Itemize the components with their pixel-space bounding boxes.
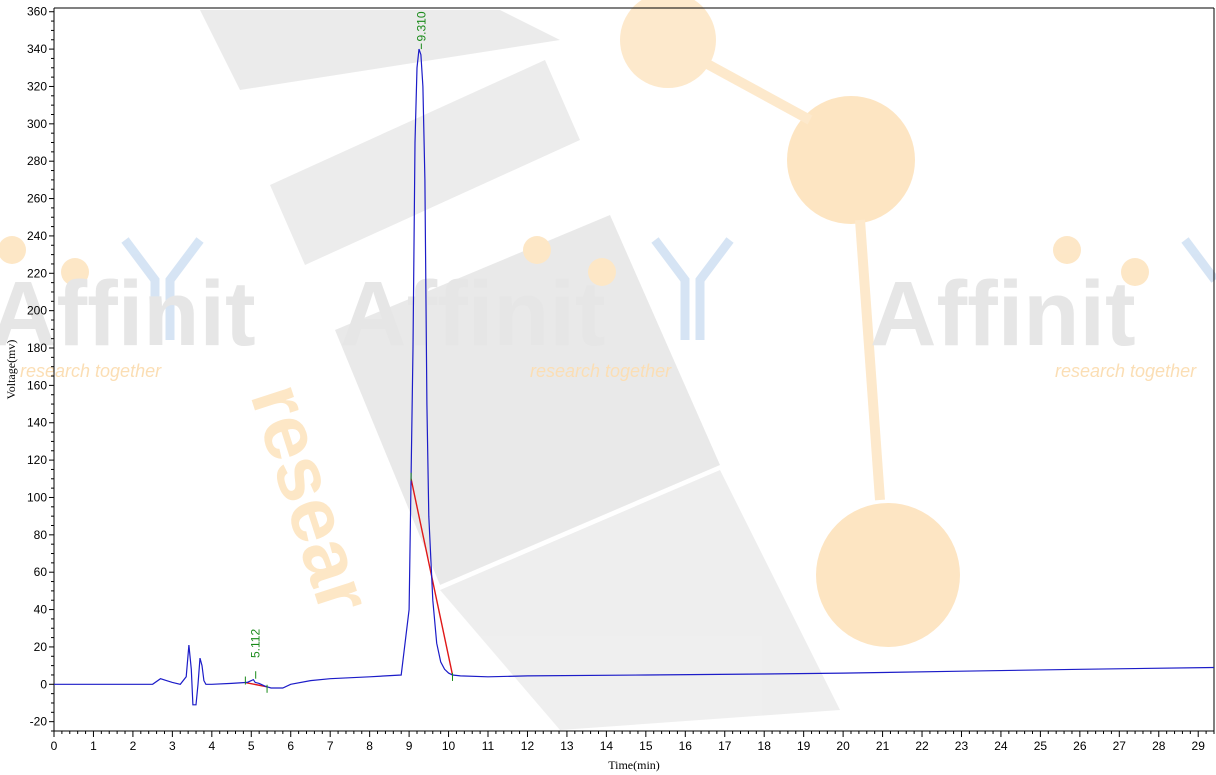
watermark-brand-2: Affinit xyxy=(340,263,606,365)
watermark-node-1 xyxy=(620,0,716,88)
x-axis-title: Time(min) xyxy=(608,758,660,772)
y-tick-label: 0 xyxy=(40,677,47,691)
y-axis-title: Voltage(mv) xyxy=(4,340,18,400)
x-tick-label: 14 xyxy=(600,739,614,753)
x-tick-label: 15 xyxy=(639,739,653,753)
y-tick-label: 300 xyxy=(27,117,47,131)
x-tick-label: 16 xyxy=(679,739,693,753)
plot-area: -200204060801001201401601802002202402602… xyxy=(4,5,1215,772)
x-tick-label: 23 xyxy=(955,739,969,753)
x-tick-label: 25 xyxy=(1034,739,1048,753)
x-tick-label: 17 xyxy=(718,739,732,753)
y-axis-ticks: -20 0 20 40 60 80 100 120 140 160 180 200 220 240 260 2… xyxy=(27,5,54,732)
watermark-brand-3: Affinit xyxy=(870,263,1136,365)
y-tick-label: 260 xyxy=(27,192,47,206)
y-tick-label: 320 xyxy=(27,79,47,93)
y-tick-label: 180 xyxy=(27,341,47,355)
watermark-antibody-glyphs xyxy=(121,237,1216,340)
watermark-diagonal-word: resear xyxy=(234,373,390,623)
watermark-tagline-3: research together xyxy=(1055,361,1197,381)
x-tick-label: 29 xyxy=(1192,739,1206,753)
x-tick-label: 28 xyxy=(1152,739,1166,753)
x-tick-label: 5 xyxy=(248,739,255,753)
y-tick-label: 100 xyxy=(27,490,47,504)
watermark-dot-2 xyxy=(61,258,89,286)
y-tick-label: 200 xyxy=(27,304,47,318)
x-tick-label: 0 xyxy=(51,739,58,753)
watermark-dot-6 xyxy=(1121,258,1149,286)
peak-markers: 5.112 9.310 xyxy=(244,11,454,693)
watermark-bond-2 xyxy=(855,219,885,501)
watermark-layer: Affinit Affinit Affinit research togethe… xyxy=(0,0,1216,730)
y-tick-label: 280 xyxy=(27,154,47,168)
watermark-dot-4 xyxy=(588,258,616,286)
x-tick-label: 8 xyxy=(366,739,373,753)
x-tick-label: 27 xyxy=(1113,739,1127,753)
watermark-brand-1: Affinit xyxy=(0,263,256,365)
y-tick-label: 140 xyxy=(27,416,47,430)
x-tick-label: 11 xyxy=(482,739,495,753)
y-tick-label: 120 xyxy=(27,453,47,467)
y-tick-label: 60 xyxy=(34,565,48,579)
x-tick-label: 18 xyxy=(758,739,772,753)
x-tick-label: 21 xyxy=(876,739,890,753)
x-tick-label: 1 xyxy=(90,739,97,753)
y-tick-label: 220 xyxy=(27,266,47,280)
y-tick-label: -20 xyxy=(30,715,48,729)
y-tick-label: 20 xyxy=(34,640,48,654)
watermark-node-3 xyxy=(816,503,960,647)
x-tick-label: 19 xyxy=(797,739,811,753)
x-tick-label: 4 xyxy=(208,739,215,753)
x-tick-label: 12 xyxy=(521,739,535,753)
watermark-slab-3 xyxy=(335,215,720,585)
y-tick-label: 340 xyxy=(27,42,47,56)
y-tick-label: 360 xyxy=(27,5,47,19)
peak-label: 5.112 xyxy=(249,629,263,658)
x-tick-label: 6 xyxy=(287,739,294,753)
watermark-tagline-1: research together xyxy=(20,361,162,381)
x-tick-label: 7 xyxy=(327,739,334,753)
x-axis-ticks: 0 1 2 3 4 5 6 7 8 9 10 11 12 13 14 15 16 17 18 19 20 21 22 23 24… xyxy=(51,731,1215,753)
x-tick-label: 26 xyxy=(1073,739,1087,753)
y-tick-label: 80 xyxy=(34,528,48,542)
watermark-slab-4 xyxy=(440,470,840,730)
watermark-bond-1 xyxy=(697,55,813,125)
chromatogram-trace xyxy=(54,48,1215,706)
watermark-tagline-2: research together xyxy=(530,361,672,381)
x-tick-label: 22 xyxy=(915,739,929,753)
x-tick-label: 20 xyxy=(836,739,850,753)
x-tick-label: 3 xyxy=(169,739,176,753)
watermark-dot-3 xyxy=(523,236,551,264)
watermark-dot-1 xyxy=(0,236,26,264)
watermark-slab-1 xyxy=(200,10,560,90)
x-tick-label: 10 xyxy=(442,739,456,753)
watermark-node-2 xyxy=(787,96,915,224)
y-tick-label: 40 xyxy=(34,603,48,617)
watermark-dot-5 xyxy=(1053,236,1081,264)
x-tick-label: 9 xyxy=(406,739,413,753)
x-tick-label: 24 xyxy=(994,739,1008,753)
y-tick-label: 240 xyxy=(27,229,47,243)
peak-label: 9.310 xyxy=(414,11,428,41)
x-tick-label: 2 xyxy=(130,739,137,753)
x-tick-label: 13 xyxy=(560,739,574,753)
y-tick-label: 160 xyxy=(27,378,47,392)
